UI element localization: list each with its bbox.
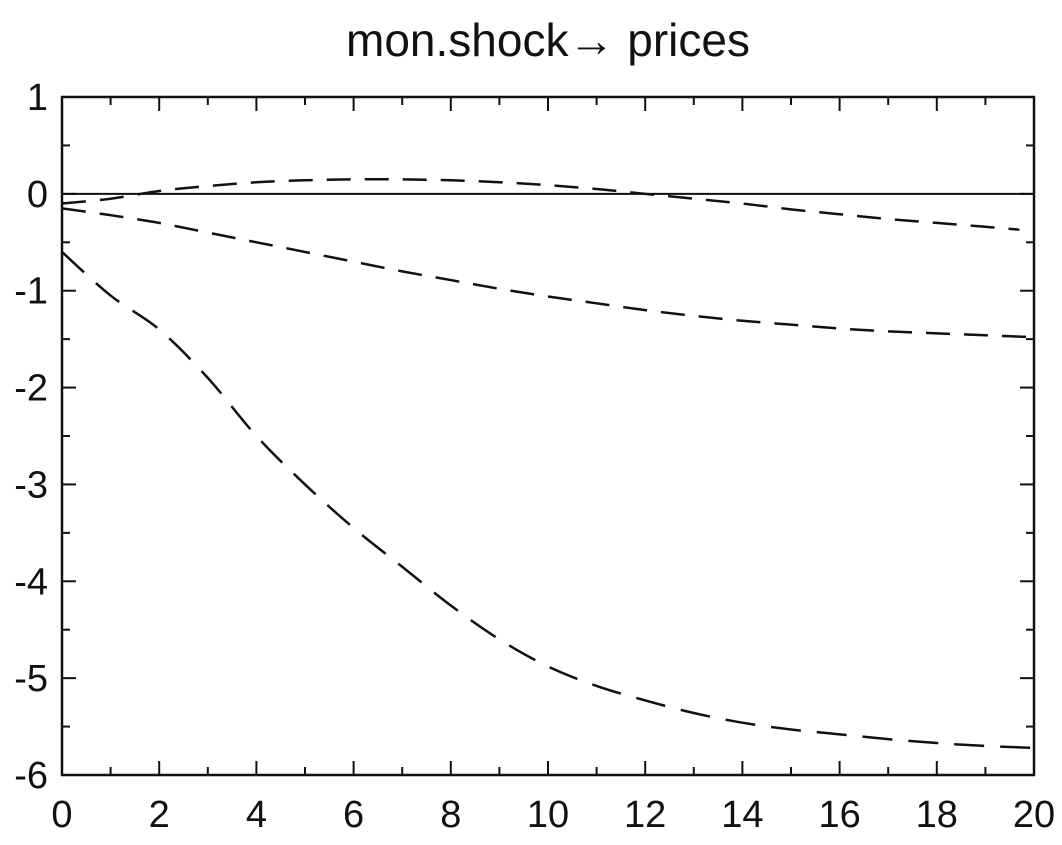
x-tick-label: 14 bbox=[721, 794, 763, 836]
x-tick-label: 16 bbox=[818, 794, 860, 836]
x-tick-label: 18 bbox=[916, 794, 958, 836]
y-tick-label: -3 bbox=[14, 464, 48, 506]
x-tick-label: 4 bbox=[246, 794, 267, 836]
x-tick-label: 20 bbox=[1013, 794, 1055, 836]
plot-frame bbox=[60, 95, 1036, 777]
series-line-2 bbox=[61, 207, 1035, 339]
series-line-1 bbox=[61, 177, 1020, 231]
y-tick-label: -2 bbox=[14, 368, 48, 410]
y-tick-label: 1 bbox=[27, 77, 48, 119]
y-tick-label: 0 bbox=[27, 174, 48, 216]
chart-title: mon.shock→ prices bbox=[346, 14, 750, 66]
y-tick-label: -1 bbox=[14, 271, 48, 313]
y-tick-label: -6 bbox=[14, 755, 48, 797]
y-tick-label: -5 bbox=[14, 658, 48, 700]
series-line-3 bbox=[61, 251, 1035, 750]
x-tick-label: 0 bbox=[51, 794, 72, 836]
x-tick-label: 10 bbox=[527, 794, 569, 836]
x-tick-label: 12 bbox=[624, 794, 666, 836]
x-tick-label: 2 bbox=[149, 794, 170, 836]
x-tick-label: 6 bbox=[343, 794, 364, 836]
y-tick-label: -4 bbox=[14, 561, 48, 603]
x-tick-label: 8 bbox=[440, 794, 461, 836]
